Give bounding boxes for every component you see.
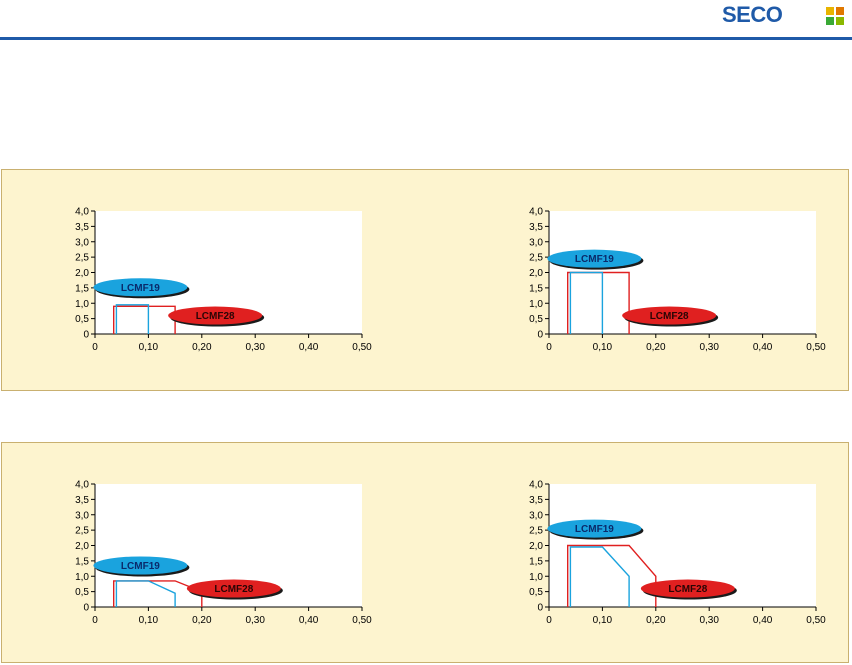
seco-logo: SECO <box>722 3 850 27</box>
y-tick-label: 3,5 <box>75 495 89 506</box>
x-tick-label: 0 <box>92 615 98 626</box>
series-lcmf19-line <box>115 580 176 607</box>
x-tick-label: 0,30 <box>245 342 265 353</box>
y-tick-label: 1,0 <box>75 299 89 310</box>
x-tick-label: 0,50 <box>806 342 826 353</box>
x-tick-label: 0,40 <box>299 342 319 353</box>
y-tick-label: 3,0 <box>75 510 89 521</box>
y-tick-label: 2,0 <box>529 541 543 552</box>
y-tick-label: 2,5 <box>529 253 543 264</box>
x-tick-label: 0,30 <box>245 615 265 626</box>
series-label-lcmf28: LCMF28 <box>196 311 235 322</box>
series-lcmf19-line <box>115 304 150 334</box>
x-tick-label: 0 <box>546 342 552 353</box>
seco-logo-mark-icon <box>826 7 844 25</box>
x-tick-label: 0,50 <box>352 342 372 353</box>
y-tick-label: 3,5 <box>529 495 543 506</box>
chart-bottom-left: 0 0,5 1,0 1,5 2,0 2,5 3,0 3,5 4,0 0 0,10 0,20 0,30 0,… <box>75 480 372 627</box>
x-tick-label: 0,40 <box>753 615 773 626</box>
x-tick-label: 0,20 <box>646 342 666 353</box>
legend-label-lcmf28: LCMF28 <box>168 306 265 327</box>
y-tick-label: 0 <box>83 603 89 614</box>
legend-label-lcmf19: LCMF19 <box>93 278 190 299</box>
series-label-lcmf28: LCMF28 <box>214 584 253 595</box>
y-tick-label: 0,5 <box>75 314 89 325</box>
y-tick-label: 2,5 <box>75 526 89 537</box>
x-tick-label: 0 <box>546 615 552 626</box>
x-tick-label: 0,30 <box>699 342 719 353</box>
y-tick-label: 0 <box>537 330 543 341</box>
y-tick-label: 3,0 <box>75 237 89 248</box>
y-tick-label: 2,0 <box>529 268 543 279</box>
y-tick-label: 1,5 <box>75 283 89 294</box>
x-tick-label: 0,10 <box>593 342 613 353</box>
y-tick-label: 0,5 <box>529 587 543 598</box>
y-tick-label: 1,0 <box>75 572 89 583</box>
y-tick-label: 4,0 <box>529 480 543 491</box>
y-tick-label: 0,5 <box>75 587 89 598</box>
chart-bottom-right: 0 0,5 1,0 1,5 2,0 2,5 3,0 3,5 4,0 0 0,10 0,20 0,30 0,… <box>529 480 826 627</box>
y-tick-label: 2,0 <box>75 541 89 552</box>
y-tick-label: 1,5 <box>529 556 543 567</box>
y-tick-label: 1,0 <box>529 299 543 310</box>
x-tick-label: 0,10 <box>139 342 159 353</box>
y-tick-label: 4,0 <box>529 207 543 218</box>
x-tick-label: 0,20 <box>192 615 212 626</box>
chart-top-right: 0 0,5 1,0 1,5 2,0 2,5 3,0 3,5 4,0 0 0,10 0,20 0,30 0,… <box>529 207 826 354</box>
series-label-lcmf19: LCMF19 <box>575 524 614 535</box>
y-tick-label: 0 <box>83 330 89 341</box>
y-tick-label: 3,0 <box>529 510 543 521</box>
series-lcmf19-line <box>569 271 604 334</box>
chart-top-left: 0 0,5 1,0 1,5 2,0 2,5 3,0 3,5 4,0 0 0,10 0,20 0,30 0,… <box>75 207 372 354</box>
legend-label-lcmf28: LCMF28 <box>186 579 283 600</box>
legend-label-lcmf19: LCMF19 <box>547 519 644 540</box>
x-tick-label: 0,50 <box>352 615 372 626</box>
legend-label-lcmf19: LCMF19 <box>93 556 190 577</box>
y-tick-label: 3,5 <box>75 222 89 233</box>
legend-label-lcmf28: LCMF28 <box>640 579 737 600</box>
series-label-lcmf19: LCMF19 <box>121 561 160 572</box>
y-tick-label: 3,5 <box>529 222 543 233</box>
x-tick-label: 0 <box>92 342 98 353</box>
y-tick-label: 2,5 <box>75 253 89 264</box>
x-tick-label: 0,20 <box>192 342 212 353</box>
y-tick-label: 1,0 <box>529 572 543 583</box>
seco-logo-text: SECO <box>722 2 783 27</box>
x-tick-label: 0,40 <box>753 342 773 353</box>
y-tick-label: 1,5 <box>75 556 89 567</box>
series-label-lcmf19: LCMF19 <box>575 254 614 265</box>
x-tick-label: 0,20 <box>646 615 666 626</box>
series-label-lcmf28: LCMF28 <box>650 311 689 322</box>
series-lcmf19-line <box>569 546 630 607</box>
x-tick-label: 0,30 <box>699 615 719 626</box>
x-tick-label: 0,10 <box>593 615 613 626</box>
y-tick-label: 4,0 <box>75 207 89 218</box>
y-tick-label: 0,5 <box>529 314 543 325</box>
y-tick-label: 3,0 <box>529 237 543 248</box>
legend-label-lcmf28: LCMF28 <box>622 306 719 327</box>
legend-label-lcmf19: LCMF19 <box>547 249 644 270</box>
x-tick-label: 0,40 <box>299 615 319 626</box>
series-label-lcmf28: LCMF28 <box>668 584 707 595</box>
y-tick-label: 0 <box>537 603 543 614</box>
y-tick-label: 4,0 <box>75 480 89 491</box>
x-tick-label: 0,50 <box>806 615 826 626</box>
y-tick-label: 1,5 <box>529 283 543 294</box>
x-tick-label: 0,10 <box>139 615 159 626</box>
y-tick-label: 2,5 <box>529 526 543 537</box>
header-rule <box>0 37 852 40</box>
series-label-lcmf19: LCMF19 <box>121 283 160 294</box>
y-tick-label: 2,0 <box>75 268 89 279</box>
